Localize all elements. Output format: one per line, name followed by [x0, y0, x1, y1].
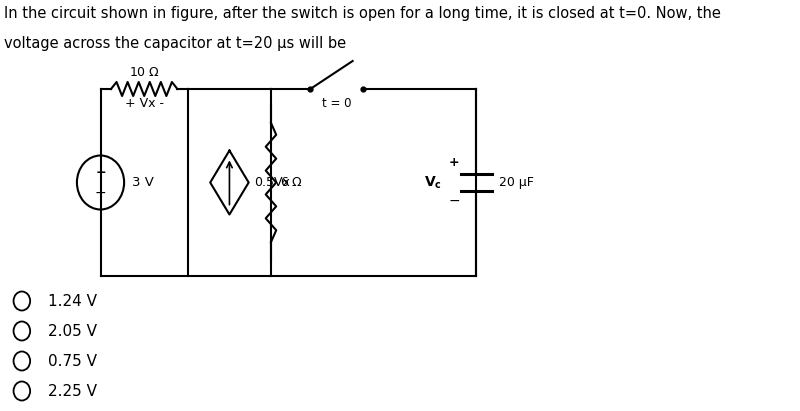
Text: 2.25 V: 2.25 V	[48, 383, 97, 399]
Text: In the circuit shown in figure, after the switch is open for a long time, it is : In the circuit shown in figure, after th…	[4, 6, 722, 21]
Text: 6 $\Omega$: 6 $\Omega$	[280, 176, 302, 189]
Text: $\bf{V_c}$: $\bf{V_c}$	[424, 174, 442, 191]
Text: −: −	[448, 194, 460, 208]
Text: 0.75 V: 0.75 V	[48, 353, 97, 369]
Text: 3 V: 3 V	[132, 176, 154, 189]
Text: −: −	[94, 185, 106, 199]
Text: voltage across the capacitor at t=20 μs will be: voltage across the capacitor at t=20 μs …	[4, 36, 346, 51]
Text: 10 $\Omega$: 10 $\Omega$	[129, 66, 160, 79]
Text: + Vx -: + Vx -	[125, 97, 164, 110]
Text: 20 μF: 20 μF	[498, 176, 534, 189]
Text: +: +	[449, 155, 459, 169]
Text: 2.05 V: 2.05 V	[48, 323, 97, 339]
Text: t = 0: t = 0	[322, 97, 351, 110]
Text: +: +	[95, 166, 106, 179]
Text: 1.24 V: 1.24 V	[48, 293, 97, 309]
Text: 0.5Vx: 0.5Vx	[254, 176, 290, 189]
